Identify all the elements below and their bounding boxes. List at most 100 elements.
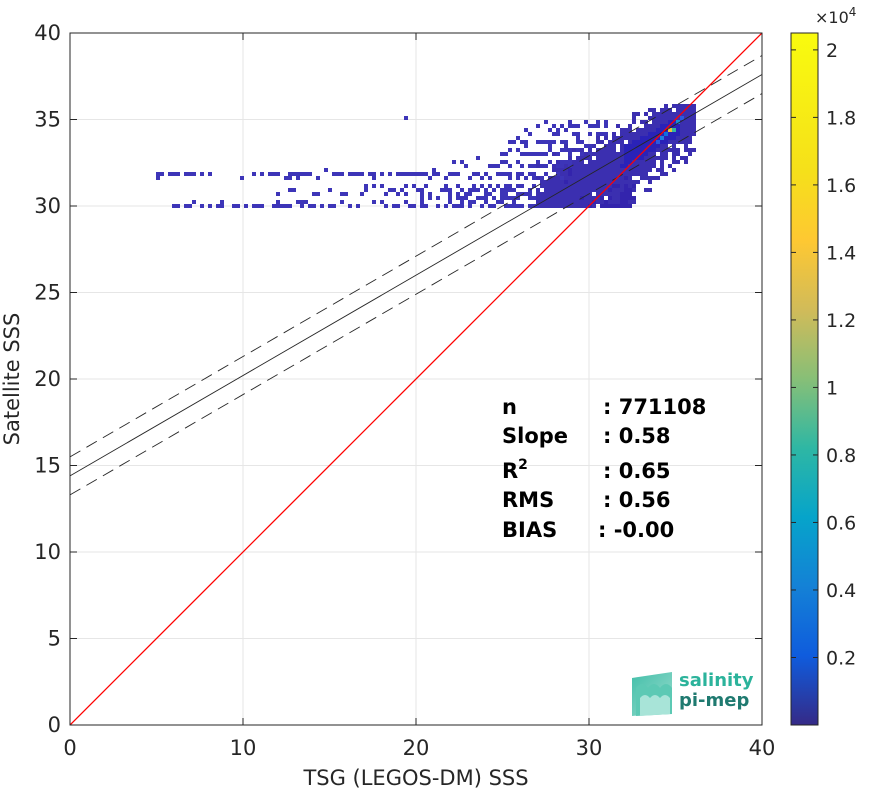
- density-cell: [284, 176, 288, 180]
- density-cell: [384, 192, 388, 196]
- density-cell: [612, 168, 616, 172]
- density-cell: [428, 196, 432, 200]
- density-cell: [644, 172, 648, 176]
- density-cell: [604, 160, 608, 164]
- density-cell: [516, 204, 520, 208]
- density-cell: [648, 164, 652, 168]
- density-cell: [580, 184, 584, 188]
- density-cell: [680, 124, 684, 128]
- density-cell: [560, 196, 564, 200]
- density-cell: [672, 136, 676, 140]
- density-cell: [552, 132, 556, 136]
- density-cell: [216, 204, 220, 208]
- density-cell: [612, 152, 616, 156]
- density-cell: [604, 204, 608, 208]
- density-cell: [584, 168, 588, 172]
- density-cell: [568, 196, 572, 200]
- density-cell: [600, 152, 604, 156]
- logo-line2: pi-mep: [679, 690, 749, 711]
- density-cell: [576, 148, 580, 152]
- density-cell: [584, 192, 588, 196]
- density-cell: [660, 144, 664, 148]
- density-cell: [316, 192, 320, 196]
- density-cell: [572, 188, 576, 192]
- density-cell: [572, 160, 576, 164]
- density-cell: [576, 176, 580, 180]
- density-cell: [348, 172, 352, 176]
- density-cell: [668, 164, 672, 168]
- density-cell: [608, 184, 612, 188]
- density-cell: [628, 156, 632, 160]
- density-cell: [576, 156, 580, 160]
- density-cell: [168, 172, 172, 176]
- lower-confidence-line: [70, 93, 762, 496]
- density-cell: [496, 184, 500, 188]
- density-cell: [492, 196, 496, 200]
- density-cell: [160, 172, 164, 176]
- density-cell: [508, 172, 512, 176]
- density-cell: [632, 180, 636, 184]
- density-cell: [588, 176, 592, 180]
- density-cell: [604, 148, 608, 152]
- density-cell: [640, 136, 644, 140]
- density-cell: [644, 136, 648, 140]
- density-cell: [608, 180, 612, 184]
- density-cell: [572, 204, 576, 208]
- density-cell: [396, 172, 400, 176]
- density-cell: [588, 188, 592, 192]
- density-cell: [504, 196, 508, 200]
- density-cell: [508, 148, 512, 152]
- density-cell: [452, 204, 456, 208]
- density-cell: [172, 204, 176, 208]
- colorbar-tick-label: 1.8: [826, 107, 856, 129]
- density-cell: [632, 112, 636, 116]
- density-cell: [556, 204, 560, 208]
- density-cell: [612, 144, 616, 148]
- density-cell: [632, 188, 636, 192]
- density-cell: [548, 188, 552, 192]
- density-cell: [672, 112, 676, 116]
- density-cell: [652, 112, 656, 116]
- density-cell: [520, 172, 524, 176]
- density-cell: [640, 176, 644, 180]
- density-cell: [516, 184, 520, 188]
- density-cell: [640, 156, 644, 160]
- density-cell: [544, 184, 548, 188]
- density-cell: [620, 192, 624, 196]
- density-cell: [632, 140, 636, 144]
- density-cell: [456, 204, 460, 208]
- density-cell: [532, 152, 536, 156]
- density-cell: [676, 104, 680, 108]
- density-cell: [392, 204, 396, 208]
- density-cell: [296, 172, 300, 176]
- density-cell: [692, 148, 696, 152]
- density-cell: [688, 104, 692, 108]
- density-cell: [420, 172, 424, 176]
- density-cell: [536, 152, 540, 156]
- density-cell: [688, 128, 692, 132]
- density-cell: [632, 144, 636, 148]
- density-cell: [412, 172, 416, 176]
- density-cell: [508, 204, 512, 208]
- stats-box: n: 771108 Slope: 0.58 R2: 0.65 RMS: 0.56 BIA…: [502, 395, 706, 542]
- density-cell: [680, 116, 684, 120]
- density-cell: [684, 112, 688, 116]
- density-cell: [596, 140, 600, 144]
- density-cell: [400, 188, 404, 192]
- density-cell: [504, 184, 508, 188]
- density-cell: [580, 192, 584, 196]
- density-cell: [624, 196, 628, 200]
- density-cell: [332, 172, 336, 176]
- density-cell: [680, 120, 684, 124]
- density-cell: [612, 156, 616, 160]
- density-cell: [604, 184, 608, 188]
- density-cell: [628, 144, 632, 148]
- density-cell: [624, 128, 628, 132]
- colorbar-tick-label: 1.2: [826, 310, 856, 332]
- colorbar-tick-label: 0.8: [826, 445, 856, 467]
- density-cell: [672, 116, 676, 120]
- density-cell: [200, 204, 204, 208]
- density-cell: [668, 140, 672, 144]
- density-cell: [676, 132, 680, 136]
- density-cell: [604, 124, 608, 128]
